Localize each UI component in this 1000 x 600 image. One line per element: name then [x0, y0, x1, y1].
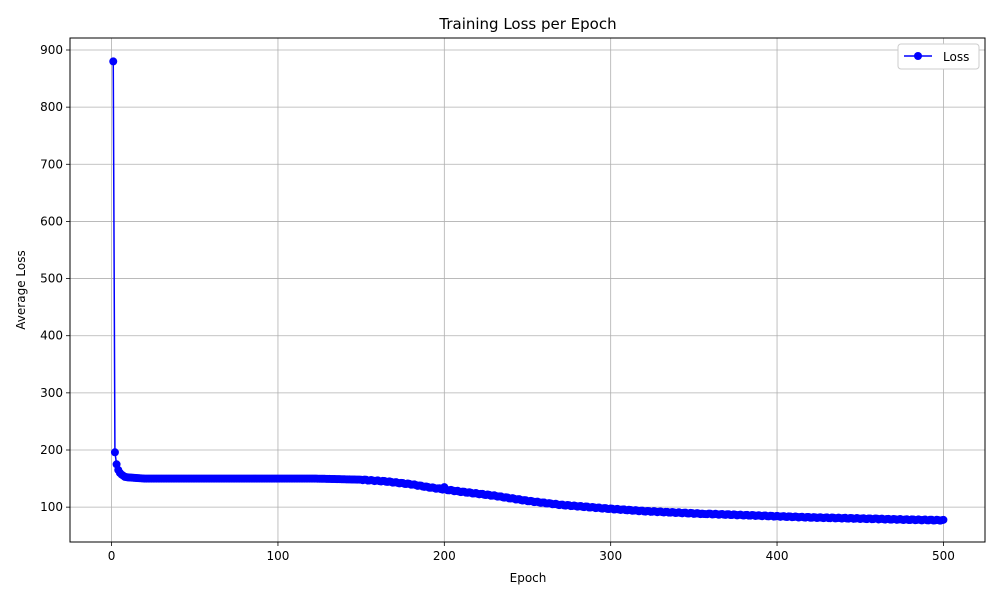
x-tick-label: 500	[932, 549, 955, 563]
y-tick-label: 900	[40, 43, 63, 57]
grid	[70, 38, 985, 542]
y-tick-label: 100	[40, 500, 63, 514]
y-axis-label: Average Loss	[14, 250, 28, 329]
x-axis-label: Epoch	[510, 571, 547, 585]
x-tick-label: 0	[108, 549, 116, 563]
y-tick-label: 300	[40, 386, 63, 400]
legend: Loss	[897, 43, 980, 70]
y-tick-label: 400	[40, 329, 63, 343]
y-tick-label: 200	[40, 443, 63, 457]
series-loss	[109, 57, 948, 525]
x-tick-label: 100	[267, 549, 290, 563]
y-tick-label: 700	[40, 157, 63, 171]
x-tick-label: 300	[599, 549, 622, 563]
loss-point	[110, 448, 119, 457]
loss-point	[939, 515, 948, 524]
x-axis-ticks: 0 100 200 300 400 500	[108, 542, 955, 563]
chart-title: Training Loss per Epoch	[438, 15, 616, 33]
y-tick-label: 500	[40, 272, 63, 286]
legend-label-loss: Loss	[943, 50, 969, 64]
legend-marker-swatch	[914, 52, 922, 60]
x-tick-label: 400	[766, 549, 789, 563]
legend-box	[897, 43, 980, 70]
y-tick-label: 800	[40, 100, 63, 114]
y-tick-label: 600	[40, 214, 63, 228]
plot-frame	[69, 37, 986, 543]
x-tick-label: 200	[433, 549, 456, 563]
y-axis-ticks: 100 200 300 400 500 600 700 800 900	[40, 43, 70, 514]
loss-point	[109, 57, 118, 66]
